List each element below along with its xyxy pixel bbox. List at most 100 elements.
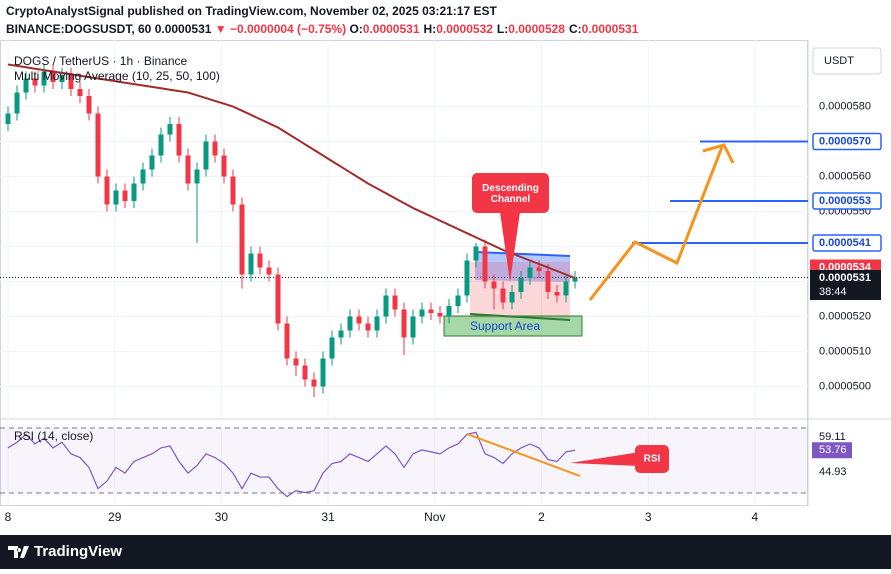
candle-body: [131, 183, 137, 201]
candle-body: [356, 316, 362, 324]
candle-body: [257, 253, 263, 268]
brand-logo: TradingView: [8, 543, 122, 560]
candle-body: [284, 323, 290, 359]
x-tick-label: 30: [215, 510, 229, 524]
candle-body: [545, 271, 551, 292]
candle-body: [212, 141, 218, 156]
candle-body: [338, 330, 344, 338]
candle-body: [446, 306, 452, 317]
ohlc-key: H:: [423, 22, 437, 36]
rsi-line: [7, 431, 576, 498]
candle-body: [104, 176, 110, 205]
candle-body: [572, 278, 578, 282]
rsi-divergence-line: [466, 433, 581, 477]
symbol-line: BINANCE:DOGSUSDT, 60 0.0000531 ▼ −0.0000…: [6, 22, 642, 36]
candle-body: [320, 358, 326, 387]
candle-body: [311, 379, 317, 387]
symbol-legend: DOGS / TetherUS · 1h · Binance: [14, 54, 188, 68]
rsi-last-box: [812, 442, 852, 459]
callout-pointer: [500, 212, 520, 282]
candle-body: [158, 134, 164, 156]
candle-body: [302, 365, 308, 380]
candle-body: [221, 155, 227, 177]
candle-body: [500, 288, 506, 303]
rsi-last-label: 53.76: [819, 444, 847, 456]
countdown: 38:44: [819, 286, 847, 298]
target-label: 0.0000541: [819, 237, 871, 249]
candle-body: [113, 190, 119, 205]
ohlc-value: 0.0000528: [508, 22, 565, 36]
currency[interactable]: USDT: [824, 55, 854, 67]
header: CryptoAnalystSignal published on Trading…: [0, 0, 891, 40]
candle-body: [491, 281, 497, 289]
candle-body: [176, 124, 182, 156]
ohlc-key: L:: [496, 22, 509, 36]
footer: TradingView: [0, 535, 891, 569]
symbol: BINANCE:DOGSUSDT, 60: [6, 22, 152, 36]
arrow-head: [702, 143, 735, 164]
marks: [5, 63, 808, 498]
last-price: 0.0000531: [154, 22, 212, 36]
ma-legend: Multi Moving Average (10, 25, 50, 100): [14, 69, 220, 83]
x-tick-label: 31: [321, 510, 335, 524]
price-label-box: [810, 270, 881, 300]
y-tick-label: 0.0000580: [819, 100, 871, 112]
candle-body: [149, 155, 155, 170]
candle-body: [455, 295, 461, 306]
candle-body: [50, 71, 56, 82]
chart: Descending Channel Support Area RSI DOGS …: [0, 40, 891, 524]
brand-name: TradingView: [34, 543, 122, 560]
rsi-callout-pointer: [570, 452, 640, 466]
candle-body: [140, 169, 146, 184]
candle-body: [266, 267, 272, 275]
candle-body: [203, 141, 209, 170]
candle-body: [464, 260, 470, 296]
target-label-box: [812, 234, 882, 252]
x-tick-label: 8: [5, 510, 12, 524]
candle-body: [383, 295, 389, 317]
candle-body: [473, 246, 479, 261]
candle-body: [374, 316, 380, 331]
candle-body: [482, 246, 488, 282]
candle-body: [194, 169, 200, 184]
publish-line: CryptoAnalystSignal published on Trading…: [6, 4, 497, 18]
rsi-callout-label: RSI: [644, 454, 661, 465]
candle-body: [365, 323, 371, 331]
x-tick-label: Nov: [424, 510, 445, 524]
support-label: Support Area: [470, 319, 540, 333]
candle-body: [536, 267, 542, 271]
candle-body: [347, 316, 353, 331]
candle-body: [185, 155, 191, 184]
target-label: 0.0000570: [819, 135, 871, 147]
x-tick-label: 29: [108, 510, 122, 524]
projection-arrow: [588, 146, 724, 301]
channel-top: [474, 251, 571, 257]
candle-body: [14, 92, 20, 114]
target-label-box: [812, 132, 882, 151]
candle-body: [32, 78, 38, 86]
rsi-band-fill: [0, 428, 808, 493]
ohlc-value: 0.0000532: [436, 22, 493, 36]
candle-body: [77, 89, 83, 96]
y-tick-label: 0.0000500: [819, 380, 871, 392]
x-tick-label: 2: [538, 510, 545, 524]
candle-body: [329, 337, 335, 359]
candle-body: [563, 281, 569, 296]
rsi-axis-label: 59.11: [819, 431, 846, 443]
price-label: 0.0000531: [819, 272, 871, 284]
ohlc-key: O:: [349, 22, 363, 36]
candle-body: [5, 113, 11, 124]
y-tick-label: 0.0000560: [819, 170, 871, 182]
currency-box[interactable]: [812, 47, 882, 75]
candle-body: [419, 309, 425, 317]
ohlc-key: C:: [568, 22, 582, 36]
candle-body: [248, 253, 254, 275]
candle-body: [41, 71, 47, 86]
ohlc-value: 0.0000531: [581, 22, 639, 36]
candle-body: [68, 75, 74, 89]
candle-body: [392, 295, 398, 310]
candle-body: [554, 292, 560, 296]
candle-body: [86, 96, 92, 114]
candle-body: [527, 267, 533, 278]
